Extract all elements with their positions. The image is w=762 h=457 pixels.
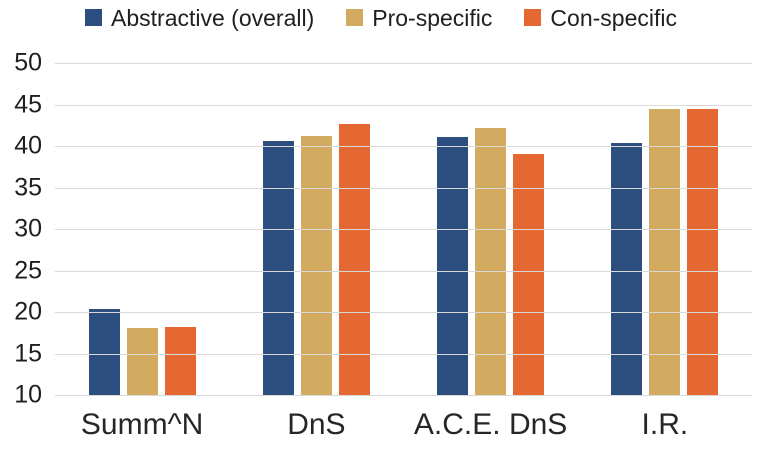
y-tick-label: 25 — [14, 256, 42, 284]
legend-swatch-con-specific — [524, 8, 542, 26]
y-tick-label: 45 — [14, 90, 42, 118]
legend-item-con-specific: Con-specific — [524, 7, 677, 30]
legend-label-abstractive: Abstractive (overall) — [111, 5, 315, 31]
gridline — [55, 270, 752, 272]
gridline — [55, 229, 752, 230]
x-axis-label: I.R. — [641, 408, 689, 441]
legend: Abstractive (overall) Pro-specific Con-s… — [0, 7, 762, 30]
bar-abstractive-overall- — [88, 308, 120, 395]
x-axis-label: DnS — [287, 408, 346, 441]
bar-con-specific — [164, 326, 196, 395]
y-tick-label: 20 — [14, 297, 42, 326]
legend-swatch-pro-specific — [346, 8, 364, 26]
bar-pro-specific — [649, 108, 681, 395]
bar-pro-specific — [126, 327, 158, 395]
legend-label-pro-specific: Pro-specific — [372, 5, 493, 31]
bar-abstractive-overall- — [262, 141, 294, 395]
y-tick-label: 30 — [14, 214, 42, 243]
y-tick-label: 50 — [14, 48, 42, 77]
bar-con-specific — [338, 124, 370, 395]
bar-group-a-c-e-dns — [404, 63, 578, 395]
legend-item-pro-specific: Pro-specific — [346, 7, 492, 30]
bar-group-i-r- — [578, 63, 752, 395]
y-tick-label: 10 — [14, 380, 42, 409]
y-tick-label: 40 — [14, 131, 42, 160]
gridline — [55, 63, 752, 64]
bar-pro-specific — [300, 136, 332, 395]
bar-abstractive-overall- — [611, 142, 643, 395]
y-tick-label: 15 — [14, 339, 42, 367]
bar-group-dns — [229, 63, 403, 395]
gridline — [55, 104, 752, 106]
legend-label-con-specific: Con-specific — [550, 5, 677, 31]
legend-item-abstractive: Abstractive (overall) — [85, 7, 314, 30]
bar-con-specific — [687, 109, 719, 395]
bar-group-summ-n — [55, 63, 229, 395]
x-axis-label: Summ^N — [80, 408, 204, 441]
y-axis: 50 45 40 35 30 25 20 15 10 — [0, 50, 42, 407]
gridline — [55, 312, 752, 313]
y-tick-label: 35 — [14, 173, 42, 201]
x-axis-label: A.C.E. DnS — [413, 408, 568, 441]
plot-area — [55, 63, 752, 396]
gridline — [55, 146, 752, 147]
gridline — [55, 395, 752, 396]
x-axis: Summ^N DnS A.C.E. DnS I.R. — [55, 407, 752, 443]
bar-abstractive-overall- — [437, 136, 469, 395]
bar-pro-specific — [475, 127, 507, 395]
bar-con-specific — [513, 154, 545, 395]
gridline — [55, 353, 752, 355]
gridline — [55, 187, 752, 189]
legend-swatch-abstractive — [85, 8, 103, 26]
bar-groups — [55, 63, 752, 395]
